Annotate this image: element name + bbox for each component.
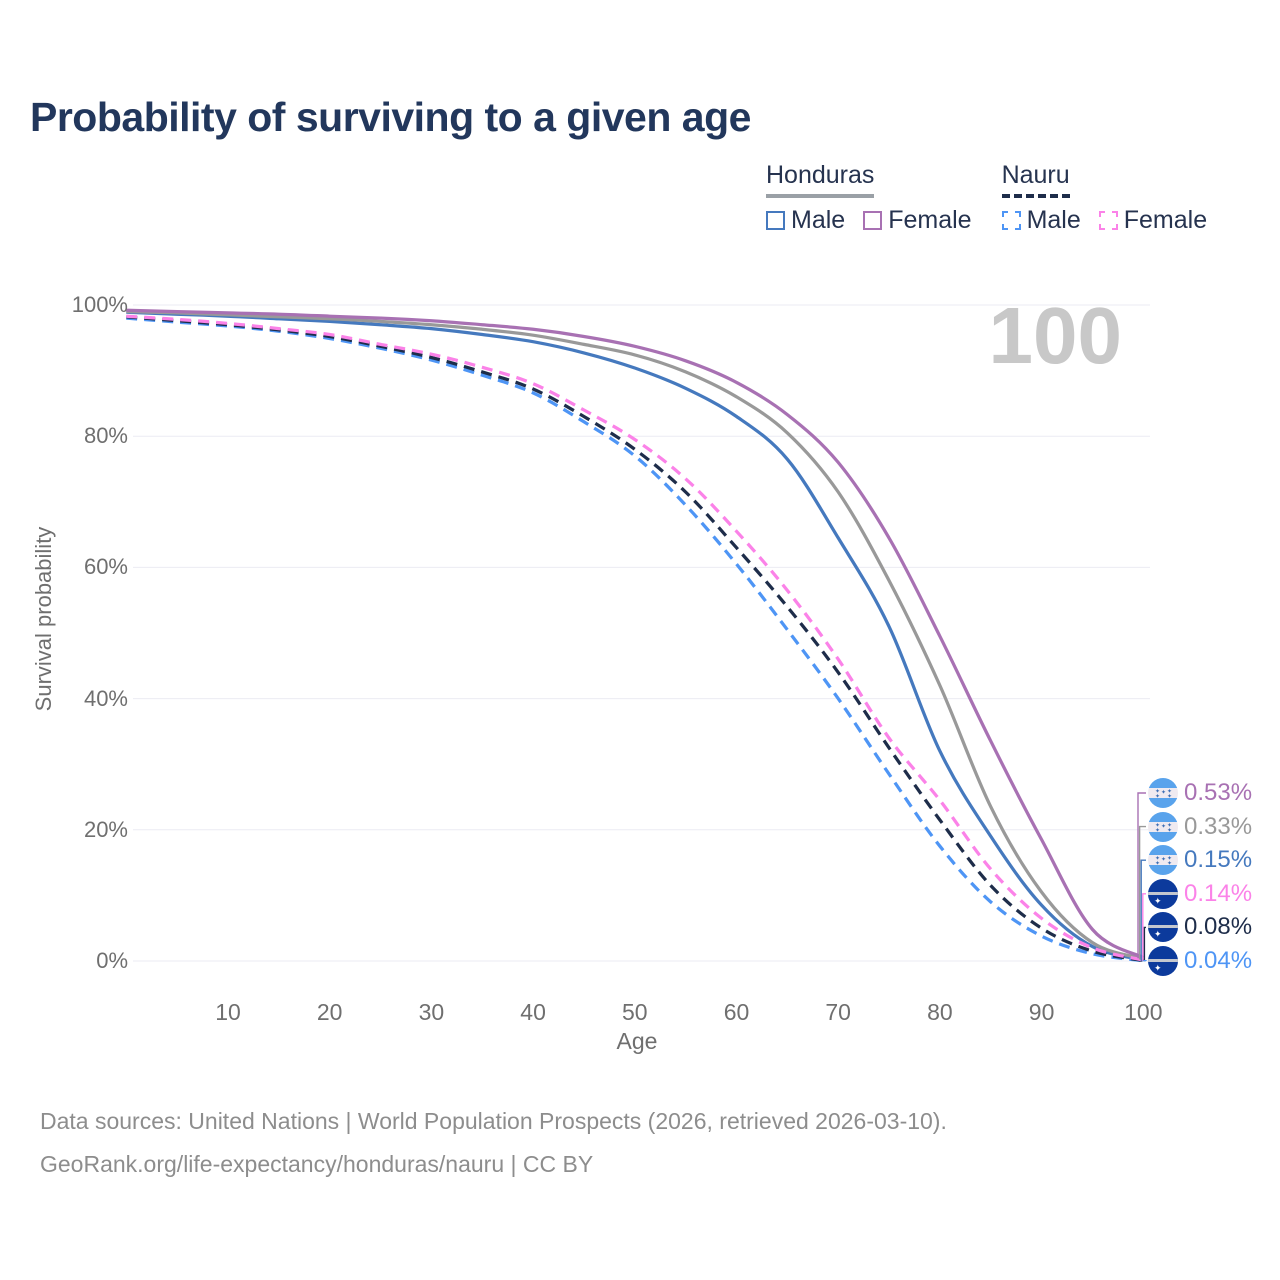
curve-honduras-male[interactable]: [126, 310, 1144, 962]
footer: Data sources: United Nations | World Pop…: [40, 1108, 947, 1194]
end-label-connector-honduras-male: [1140, 859, 1146, 961]
end-label-nauru-male: 0.04%: [1184, 947, 1253, 974]
y-tick-100: 100%: [71, 292, 128, 317]
legend-swatch-icon: [1001, 211, 1021, 230]
nauru-flag-icon: ✦: [1148, 912, 1178, 943]
x-axis-title: Age: [616, 1028, 658, 1054]
legend-items-row: Male Female: [1001, 206, 1208, 235]
legend-swatch-icon: [766, 211, 785, 230]
x-tick-90: 90: [1028, 999, 1055, 1025]
honduras-flag-icon: ✦ ✦ ✦ ✦ ✦: [1148, 778, 1178, 808]
end-label-honduras-male: 0.15%: [1184, 846, 1253, 874]
legend-country-nauru[interactable]: Nauru: [1001, 161, 1070, 198]
legend-item-label: Female: [888, 206, 972, 234]
end-label-connector-nauru-both: [1143, 926, 1146, 962]
legend-item-label: Male: [791, 206, 846, 234]
legend-item-label: Female: [1123, 206, 1208, 234]
age-100-watermark: 100: [988, 291, 1122, 380]
legend-item-nauru-male[interactable]: Male: [1001, 206, 1081, 235]
legend-item-label: Male: [1026, 206, 1081, 234]
x-tick-60: 60: [723, 999, 750, 1025]
curve-nauru-both[interactable]: [126, 315, 1144, 963]
x-tick-30: 30: [418, 999, 445, 1025]
honduras-flag-icon: ✦ ✦ ✦ ✦ ✦: [1148, 811, 1178, 842]
legend-swatch-icon: [863, 211, 883, 230]
honduras-flag-icon: ✦ ✦ ✦ ✦ ✦: [1148, 845, 1178, 876]
legend-items-row: Male Female: [766, 206, 972, 235]
y-tick-80: 80%: [83, 423, 128, 449]
curve-nauru-male[interactable]: [126, 316, 1144, 963]
legend-swatch-icon: [1098, 211, 1118, 230]
end-label-nauru-both: 0.08%: [1184, 913, 1253, 941]
legend-group-honduras: Honduras Male Female: [766, 161, 972, 235]
curve-honduras-female[interactable]: [126, 308, 1145, 959]
y-axis-title: Survival probability: [31, 526, 56, 712]
x-tick-10: 10: [215, 999, 241, 1025]
y-tick-40: 40%: [83, 685, 128, 711]
legend-country-honduras[interactable]: Honduras: [766, 161, 875, 198]
legend-item-nauru-female[interactable]: Female: [1098, 206, 1208, 235]
footer-data-sources: Data sources: United Nations | World Pop…: [40, 1108, 947, 1134]
end-label-honduras-both: 0.33%: [1184, 812, 1253, 840]
x-tick-70: 70: [825, 999, 851, 1025]
legend-group-nauru: Nauru Male Female: [1001, 161, 1208, 235]
curve-nauru-female[interactable]: [126, 314, 1144, 962]
legend: Honduras Male Female Nauru Male Female: [766, 161, 1207, 235]
legend-item-honduras-female[interactable]: Female: [863, 206, 972, 235]
legend-item-honduras-male[interactable]: Male: [766, 206, 845, 235]
x-tick-50: 50: [622, 999, 648, 1025]
nauru-flag-icon: ✦: [1148, 878, 1178, 909]
end-label-connector-nauru-female: [1142, 893, 1146, 961]
nauru-flag-icon: ✦: [1148, 946, 1178, 976]
end-label-honduras-female: 0.53%: [1184, 779, 1253, 806]
y-tick-0: 0%: [96, 948, 128, 973]
x-tick-100: 100: [1124, 999, 1163, 1025]
end-label-nauru-female: 0.14%: [1184, 879, 1253, 907]
y-tick-60: 60%: [83, 554, 128, 580]
curve-honduras-both[interactable]: [126, 309, 1144, 961]
y-tick-20: 20%: [83, 816, 128, 842]
footer-attribution: GeoRank.org/life-expectancy/honduras/nau…: [40, 1151, 594, 1177]
x-tick-40: 40: [520, 999, 546, 1025]
x-tick-20: 20: [316, 999, 343, 1025]
x-tick-80: 80: [927, 999, 953, 1025]
page-title: Probability of surviving to a given age: [30, 94, 751, 140]
